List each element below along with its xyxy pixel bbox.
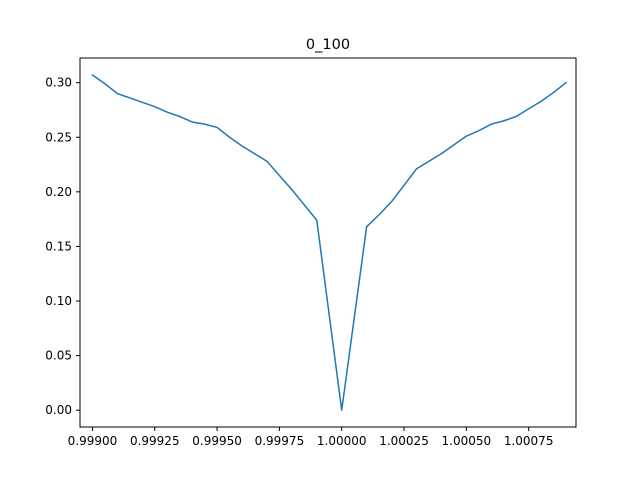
x-tick-label: 0.99950	[192, 434, 242, 448]
x-tick-label: 1.00000	[317, 434, 367, 448]
y-axis: 0.00 0.05 0.10 0.15 0.20 0.25 0.30	[45, 76, 80, 417]
chart-title: 0_100	[306, 37, 350, 53]
x-tick-label: 1.00050	[442, 434, 492, 448]
y-tick-label: 0.20	[45, 185, 72, 199]
y-tick-label: 0.05	[45, 349, 72, 363]
plot-area	[91, 73, 568, 411]
y-tick-label: 0.10	[45, 294, 72, 308]
x-axis: 0.99900 0.99925 0.99950 0.99975 1.00000 1.000…	[68, 427, 554, 448]
series-line	[91, 73, 568, 411]
x-tick-label: 0.99975	[255, 434, 305, 448]
x-tick-label: 1.00025	[379, 434, 429, 448]
axes-frame	[79, 57, 577, 428]
y-tick-label: 0.00	[45, 403, 72, 417]
x-tick-label: 1.00075	[504, 434, 554, 448]
y-tick-label: 0.15	[45, 239, 72, 253]
y-tick-label: 0.25	[45, 130, 72, 144]
x-tick-label: 0.99925	[130, 434, 180, 448]
x-tick-label: 0.99900	[68, 434, 118, 448]
y-tick-label: 0.30	[45, 76, 72, 90]
